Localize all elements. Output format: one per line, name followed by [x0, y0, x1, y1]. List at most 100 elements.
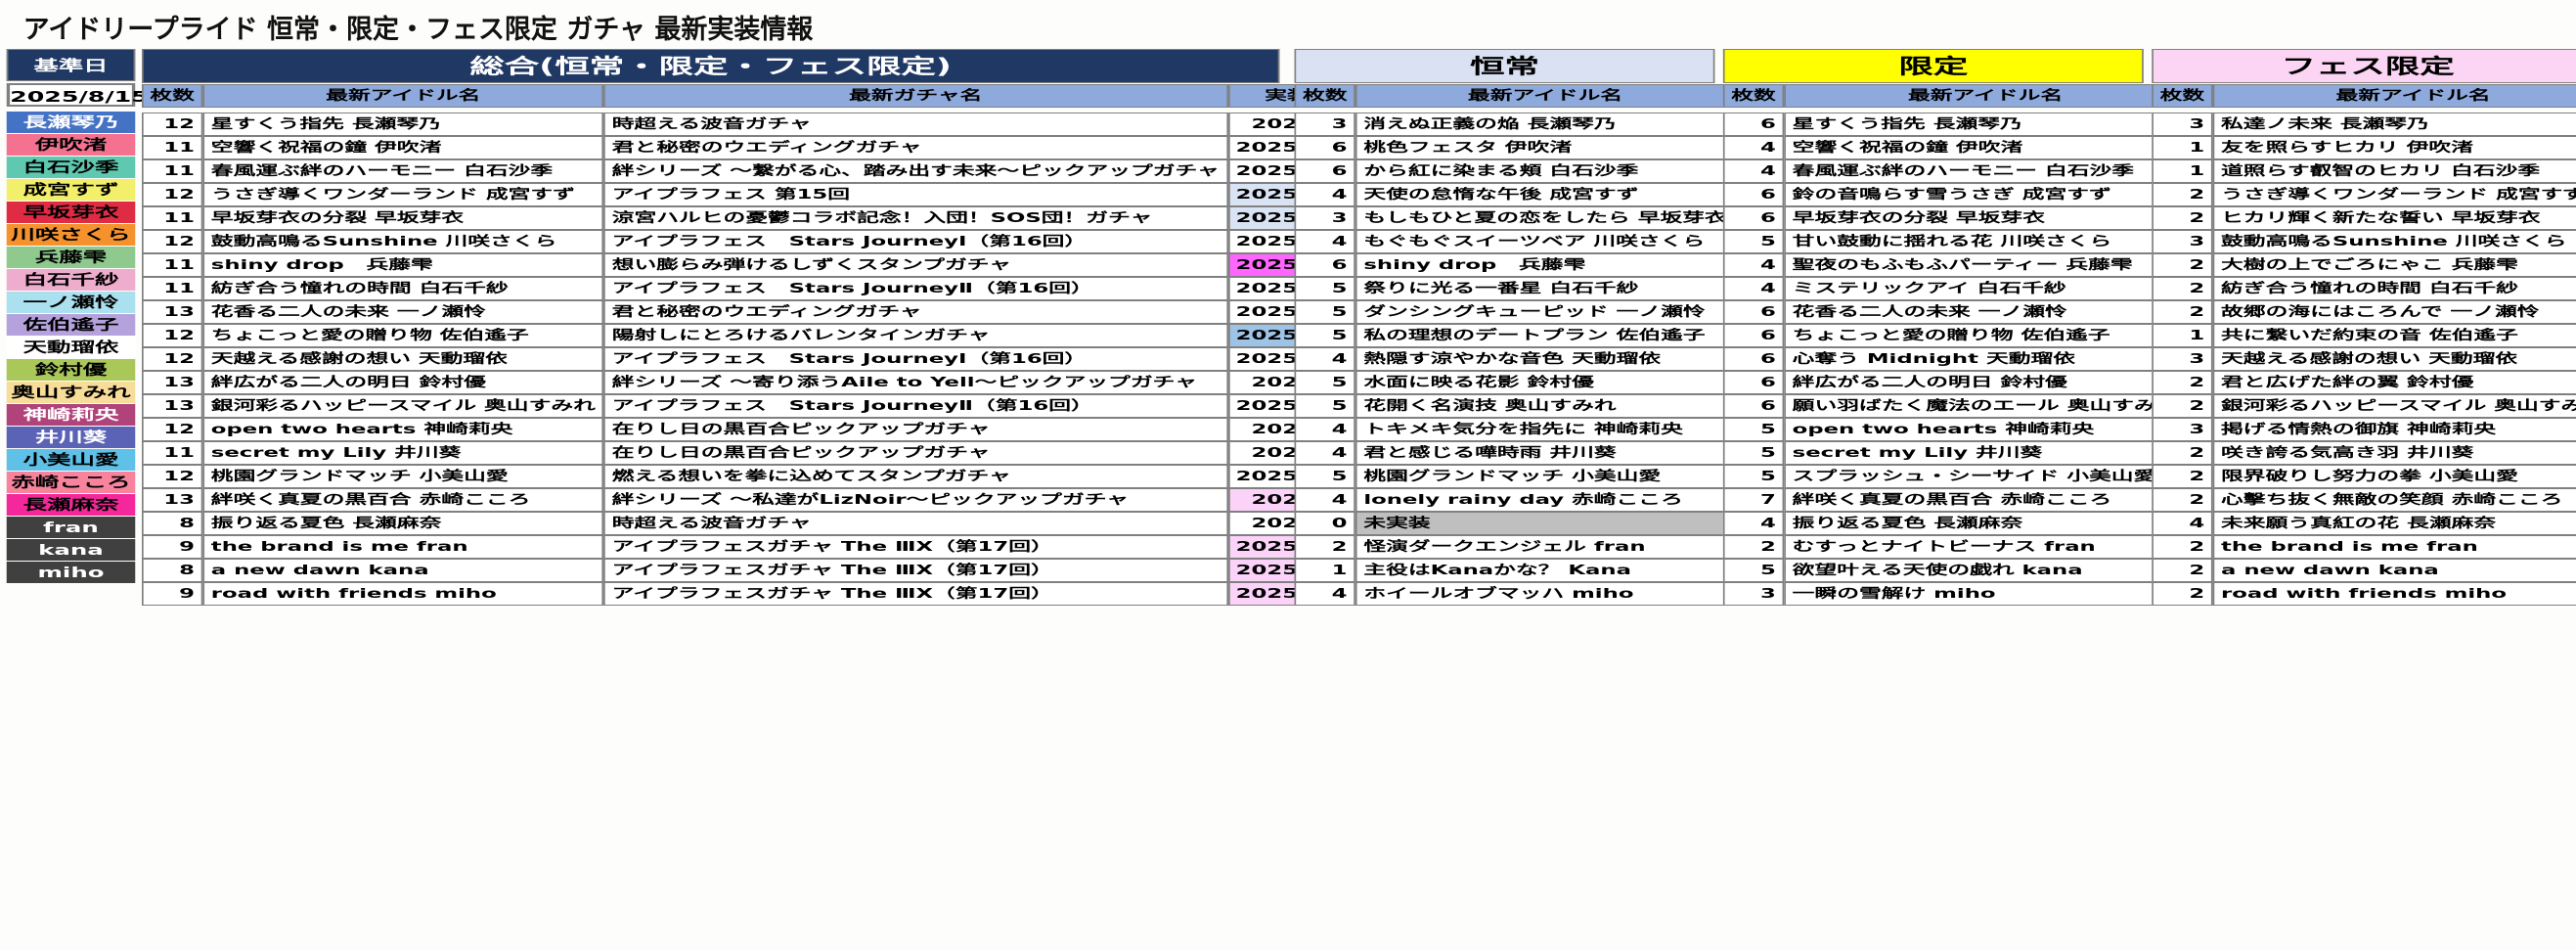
table-cell[interactable]: 銀河彩るハッピースマイル 奥山すみれ	[202, 394, 604, 418]
column-header[interactable]: 枚数	[141, 84, 203, 108]
table-cell[interactable]: 絆咲く真夏の黒百合 赤崎こころ	[202, 488, 604, 512]
table-cell[interactable]: 振り返る夏色 長瀬麻奈	[1784, 512, 2187, 535]
table-cell[interactable]: 6	[1294, 253, 1355, 277]
table-cell[interactable]: 2	[1294, 535, 1355, 559]
table-cell[interactable]: 6	[1722, 206, 1785, 230]
table-cell[interactable]: ヒカリ輝く新たな誓い 早坂芽衣	[2212, 206, 2576, 230]
table-cell[interactable]: 未実装	[1355, 512, 1736, 535]
table-cell[interactable]: the brand is me fran	[202, 535, 604, 559]
table-cell[interactable]: 2	[2152, 441, 2213, 465]
table-cell[interactable]: 0	[1294, 512, 1355, 535]
table-cell[interactable]: 桃色フェスタ 伊吹渚	[1355, 136, 1736, 159]
table-cell[interactable]: 2	[2152, 465, 2213, 488]
table-cell[interactable]: 6	[1722, 324, 1785, 347]
table-cell[interactable]: 一瞬の雪解け miho	[1784, 582, 2187, 606]
table-cell[interactable]: 共に繋いだ約束の音 佐伯遙子	[2212, 324, 2576, 347]
table-cell[interactable]: 4	[1294, 582, 1355, 606]
table-cell[interactable]: もしもひと夏の恋をしたら 早坂芽衣	[1355, 206, 1736, 230]
table-cell[interactable]: 天越える感謝の想い 天動瑠依	[202, 347, 604, 371]
idol-name-cell[interactable]: 長瀬麻奈	[6, 494, 136, 516]
table-cell[interactable]: 6	[1722, 394, 1785, 418]
table-cell[interactable]: 私の理想のデートプラン 佐伯遙子	[1355, 324, 1736, 347]
table-cell[interactable]: 1	[1294, 559, 1355, 582]
idol-name-cell[interactable]: kana	[6, 539, 136, 561]
table-cell[interactable]: 甘い鼓動に揺れる花 川咲さくら	[1784, 230, 2187, 253]
table-cell[interactable]: 消えぬ正義の焔 長瀬琴乃	[1355, 113, 1736, 136]
table-cell[interactable]: 鼓動高鳴るSunshine 川咲さくら	[202, 230, 604, 253]
table-cell[interactable]: 12	[141, 324, 203, 347]
table-cell[interactable]: 願い羽ばたく魔法のエール 奥山すみれ	[1784, 394, 2187, 418]
table-cell[interactable]: shiny drop 兵藤雫	[1355, 253, 1736, 277]
table-cell[interactable]: 君と秘密のウエディングガチャ	[603, 300, 1228, 324]
column-header[interactable]: 枚数	[1722, 84, 1785, 108]
table-cell[interactable]: アイプラフェスガチャ The ⅢX（第17回）	[603, 559, 1228, 582]
table-cell[interactable]: 天使の怠惰な午後 成宮すず	[1355, 183, 1736, 206]
table-cell[interactable]: 7	[1722, 488, 1785, 512]
table-cell[interactable]: 友を照らすヒカリ 伊吹渚	[2212, 136, 2576, 159]
idol-name-cell[interactable]: 伊吹渚	[6, 134, 136, 156]
table-cell[interactable]: 5	[1294, 324, 1355, 347]
table-cell[interactable]: 空響く祝福の鐘 伊吹渚	[202, 136, 604, 159]
table-cell[interactable]: 咲き誇る気高き羽 井川葵	[2212, 441, 2576, 465]
table-cell[interactable]: 3	[1722, 582, 1785, 606]
table-cell[interactable]: アイプラフェスガチャ The ⅢX（第17回）	[603, 535, 1228, 559]
idol-name-cell[interactable]: 川咲さくら	[6, 224, 136, 246]
table-cell[interactable]: 君と秘密のウエディングガチャ	[603, 136, 1228, 159]
table-cell[interactable]: 故郷の海にはころんで 一ノ瀬怜	[2212, 300, 2576, 324]
table-cell[interactable]: 掲げる情熱の御旗 神崎莉央	[2212, 418, 2576, 441]
table-cell[interactable]: 君と広げた絆の翼 鈴村優	[2212, 371, 2576, 394]
table-cell[interactable]: 星すくう指先 長瀬琴乃	[202, 113, 604, 136]
table-cell[interactable]: 絆シリーズ 〜繋がる心、踏み出す未来〜ピックアップガチャ	[603, 159, 1228, 183]
table-cell[interactable]: 欲望叶える天使の戯れ kana	[1784, 559, 2187, 582]
table-cell[interactable]: 鼓動高鳴るSunshine 川咲さくら	[2212, 230, 2576, 253]
table-cell[interactable]: 11	[141, 206, 203, 230]
table-cell[interactable]: 絆広がる二人の明日 鈴村優	[202, 371, 604, 394]
table-cell[interactable]: もぐもぐスイーツベア 川咲さくら	[1355, 230, 1736, 253]
table-cell[interactable]: 早坂芽衣の分裂 早坂芽衣	[1784, 206, 2187, 230]
column-header[interactable]: 最新アイドル名	[202, 84, 604, 108]
idol-name-cell[interactable]: 井川葵	[6, 427, 136, 448]
column-header[interactable]: 最新ガチャ名	[603, 84, 1228, 108]
table-cell[interactable]: 在りし日の黒百合ピックアップガチャ	[603, 418, 1228, 441]
table-cell[interactable]: ちょこっと愛の贈り物 佐伯遙子	[1784, 324, 2187, 347]
table-cell[interactable]: shiny drop 兵藤雫	[202, 253, 604, 277]
table-cell[interactable]: 想い膨らみ弾けるしずくスタンプガチャ	[603, 253, 1228, 277]
idol-name-cell[interactable]: 早坂芽衣	[6, 202, 136, 223]
table-cell[interactable]: 12	[141, 418, 203, 441]
table-cell[interactable]: 4	[1722, 277, 1785, 300]
table-cell[interactable]: a new dawn kana	[2212, 559, 2576, 582]
idol-name-cell[interactable]: 白石沙季	[6, 157, 136, 178]
table-cell[interactable]: 4	[1294, 441, 1355, 465]
idol-name-cell[interactable]: 兵藤雫	[6, 247, 136, 268]
idol-name-cell[interactable]: 成宮すず	[6, 179, 136, 201]
table-cell[interactable]: 2	[2152, 535, 2213, 559]
table-cell[interactable]: 4	[1722, 159, 1785, 183]
table-cell[interactable]: 2	[2152, 206, 2213, 230]
table-cell[interactable]: アイプラフェス Stars JourneyⅠ（第16回）	[603, 347, 1228, 371]
table-cell[interactable]: 銀河彩るハッピースマイル 奥山すみれ	[2212, 394, 2576, 418]
table-cell[interactable]: 12	[141, 347, 203, 371]
idol-name-cell[interactable]: 鈴村優	[6, 359, 136, 381]
table-cell[interactable]: 絆広がる二人の明日 鈴村優	[1784, 371, 2187, 394]
table-cell[interactable]: 4	[1722, 136, 1785, 159]
table-cell[interactable]: 13	[141, 488, 203, 512]
table-cell[interactable]: 熱隠す涼やかな音色 天動瑠依	[1355, 347, 1736, 371]
table-cell[interactable]: 5	[1722, 418, 1785, 441]
table-cell[interactable]: 2	[2152, 300, 2213, 324]
table-cell[interactable]: アイプラフェス Stars JourneyⅠ（第16回）	[603, 230, 1228, 253]
idol-name-cell[interactable]: 一ノ瀬怜	[6, 292, 136, 313]
idol-name-cell[interactable]: 天動瑠依	[6, 337, 136, 358]
table-cell[interactable]: 8	[141, 559, 203, 582]
